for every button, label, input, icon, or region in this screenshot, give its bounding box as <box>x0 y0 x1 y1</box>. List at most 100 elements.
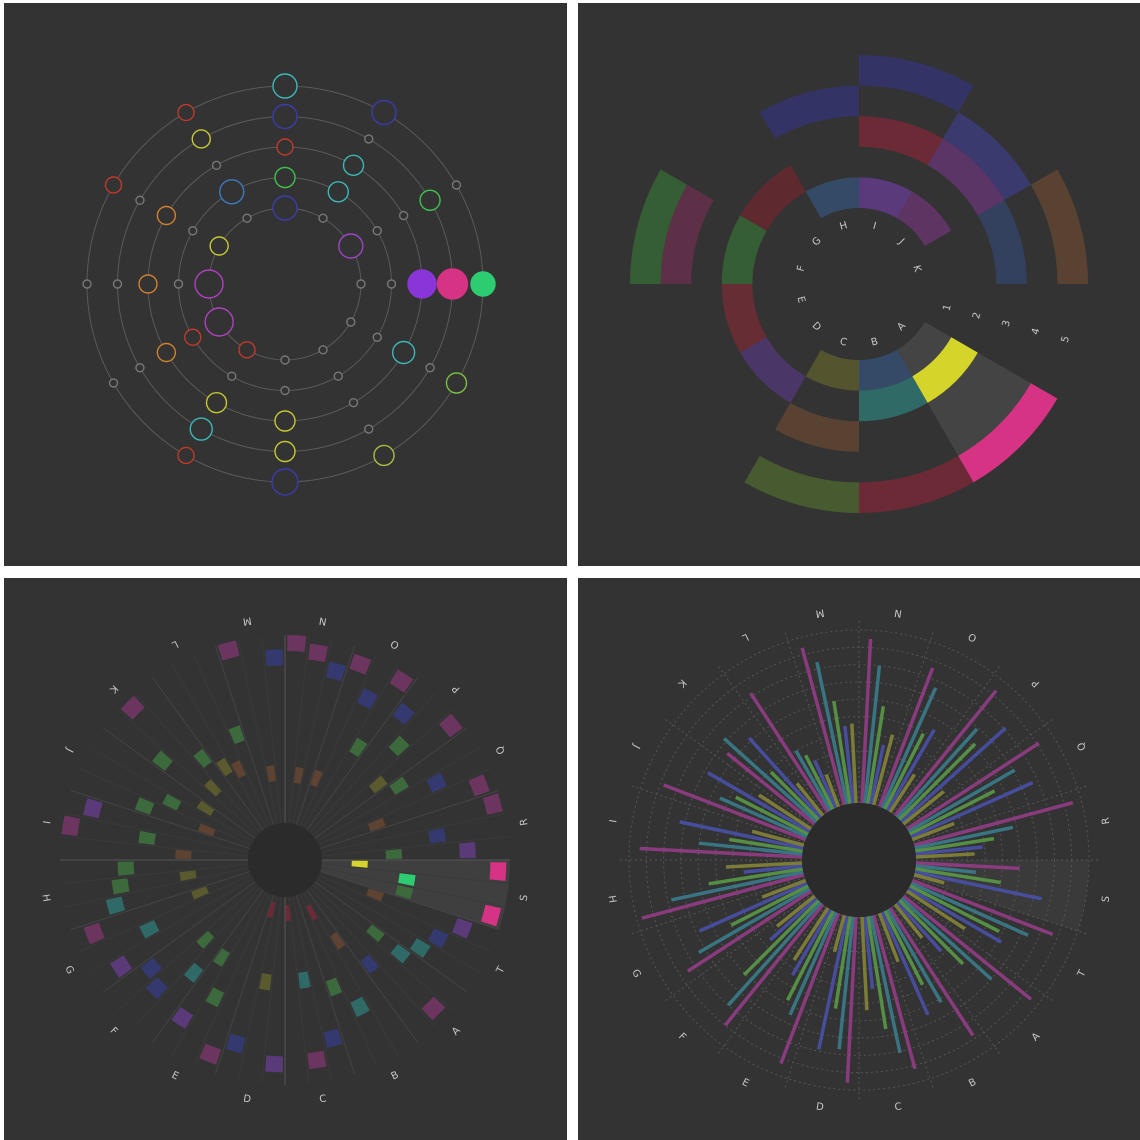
spoke <box>783 914 842 1091</box>
spoke <box>876 629 935 806</box>
spoke <box>79 768 252 846</box>
bar <box>872 734 895 806</box>
heat-cell <box>82 798 103 819</box>
point <box>156 205 177 226</box>
heat-cell <box>138 830 156 845</box>
point <box>407 269 437 299</box>
spoke <box>904 717 1056 827</box>
category-label: N <box>318 614 327 626</box>
spoke <box>314 727 468 839</box>
bar <box>913 873 945 885</box>
point <box>108 378 119 388</box>
point <box>327 181 349 203</box>
category-label: G <box>62 964 75 976</box>
bar <box>698 841 803 856</box>
point <box>338 233 364 259</box>
category-label: G <box>629 968 642 980</box>
bar <box>788 911 838 1016</box>
bar <box>726 901 823 1007</box>
ring-label: 2 <box>971 311 983 320</box>
bar <box>883 909 925 986</box>
heat-cell <box>357 688 378 710</box>
point <box>219 179 245 205</box>
spoke <box>89 747 254 842</box>
bar <box>769 896 818 942</box>
grid-ring <box>766 767 952 953</box>
bar <box>883 732 925 811</box>
bar <box>769 770 820 821</box>
heat-cell <box>367 817 386 832</box>
bar <box>804 754 835 811</box>
category-label: C <box>319 1094 328 1106</box>
bar <box>880 911 930 1016</box>
heat-cell <box>398 873 416 886</box>
category-label: K <box>910 264 922 274</box>
arc-cell <box>721 215 767 284</box>
arc-cell <box>927 138 1005 216</box>
bar <box>900 726 1007 824</box>
bar <box>895 727 979 819</box>
point <box>177 446 195 465</box>
category-label: M <box>242 614 252 626</box>
point <box>276 138 294 156</box>
heat-cell <box>217 640 240 661</box>
point <box>191 129 211 149</box>
category-label: J <box>63 745 75 754</box>
arc-cell <box>660 184 714 284</box>
point <box>138 274 158 294</box>
spoke <box>134 887 261 1028</box>
category-label: L <box>740 631 750 644</box>
bar <box>895 901 943 953</box>
heat-cell <box>452 918 473 939</box>
spoke <box>193 654 271 827</box>
heat-cell <box>350 996 370 1018</box>
heat-cell <box>329 932 346 950</box>
bar <box>817 915 849 1050</box>
heat-cell <box>109 955 133 978</box>
heat-cell <box>439 713 463 738</box>
point <box>205 391 228 414</box>
point <box>211 160 222 171</box>
heat-cell <box>482 793 503 815</box>
bar <box>833 916 852 1009</box>
point <box>104 176 123 194</box>
arc-cell <box>805 177 859 219</box>
point <box>173 279 184 289</box>
heat-cell <box>111 878 130 895</box>
spoke <box>320 870 500 931</box>
bar <box>869 915 902 1054</box>
spoke <box>64 812 249 853</box>
point <box>238 341 256 359</box>
ring-label: 1 <box>942 303 954 312</box>
category-label: E <box>170 1070 181 1083</box>
heat-cell <box>421 996 446 1021</box>
bar <box>775 894 816 928</box>
spoke <box>237 639 278 824</box>
point <box>280 385 290 396</box>
spoke <box>214 645 275 825</box>
bar <box>888 773 917 814</box>
heat-cell <box>468 774 490 797</box>
bar <box>706 771 811 834</box>
point <box>177 103 195 122</box>
point <box>470 271 496 297</box>
bar <box>698 881 808 933</box>
spoke <box>320 789 500 850</box>
heat-cell <box>179 870 197 881</box>
point <box>372 332 382 342</box>
bar <box>872 914 917 1070</box>
spoke <box>172 664 267 829</box>
point <box>419 189 441 211</box>
spoke <box>260 636 282 824</box>
heat-cell <box>427 928 449 949</box>
heat-cell <box>105 896 126 915</box>
category-label: I <box>40 820 51 825</box>
point <box>364 134 374 144</box>
bar <box>898 899 965 966</box>
point <box>398 210 409 221</box>
heat-cell <box>389 776 409 795</box>
spoke <box>316 878 481 973</box>
bar <box>641 873 805 920</box>
heat-cell <box>259 973 272 991</box>
heat-cell <box>395 885 414 900</box>
